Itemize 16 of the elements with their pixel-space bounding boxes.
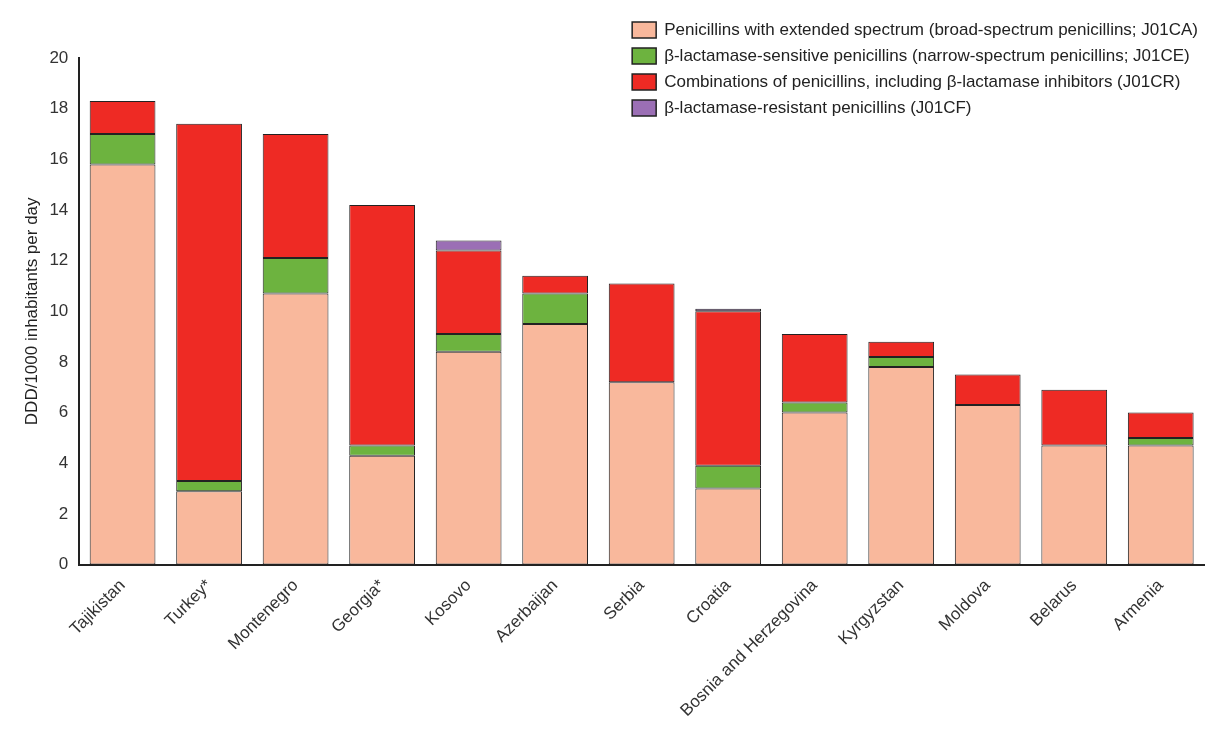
y-tick-label: 14 bbox=[49, 199, 69, 219]
y-tick-label: 12 bbox=[49, 250, 69, 270]
y-tick-label: 4 bbox=[58, 452, 69, 472]
y-tick-label: 8 bbox=[58, 351, 69, 371]
y-tick-label: 0 bbox=[58, 554, 69, 574]
y-tick-label: 6 bbox=[58, 402, 69, 422]
y-tick-label: 2 bbox=[58, 503, 69, 523]
legend-label: Combinations of penicillins, including β-lactamase inhibitors (J01CR) bbox=[664, 71, 1181, 91]
y-tick-label: 20 bbox=[49, 47, 69, 67]
y-axis-title: DDD/1000 inhabitants per day bbox=[21, 196, 41, 426]
legend-label: Penicillins with extended spectrum (broad-spectrum penicillins; J01CA) bbox=[664, 19, 1198, 39]
y-tick-label: 10 bbox=[49, 300, 69, 320]
legend-label: β-lactamase-resistant penicillins (J01CF) bbox=[664, 97, 972, 117]
y-tick-label: 18 bbox=[49, 98, 69, 118]
legend-label: β-lactamase-sensitive penicillins (narrow-spectrum penicillins; J01CE) bbox=[664, 45, 1190, 65]
y-tick-label: 16 bbox=[49, 149, 69, 169]
